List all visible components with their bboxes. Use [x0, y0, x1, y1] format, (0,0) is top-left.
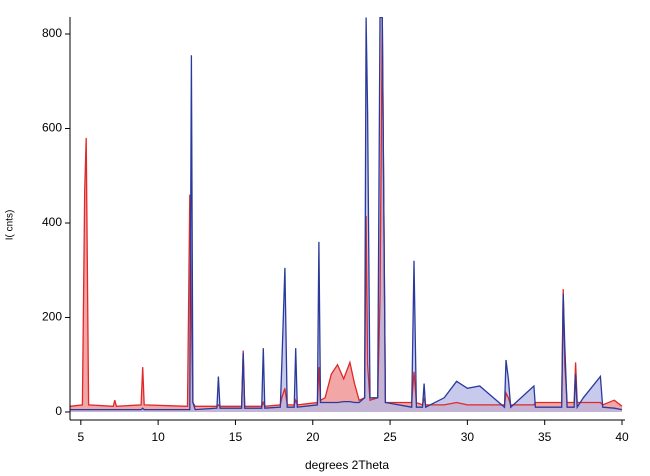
x-tick-label: 35: [538, 430, 552, 444]
x-tick-label: 10: [151, 430, 165, 444]
y-tick-label: 800: [42, 26, 62, 40]
x-tick-label: 15: [229, 430, 243, 444]
y-axis-label: I( cnts): [5, 210, 16, 241]
y-tick-label: 200: [42, 310, 62, 324]
y-tick-label: 400: [42, 215, 62, 229]
x-tick-label: 20: [306, 430, 320, 444]
y-tick-label: 0: [55, 404, 62, 418]
x-tick-label: 25: [383, 430, 397, 444]
x-tick-label: 5: [77, 430, 84, 444]
y-tick-label: 600: [42, 121, 62, 135]
x-tick-label: 40: [615, 430, 629, 444]
x-axis-label: degrees 2Theta: [305, 458, 389, 472]
series-area: [70, 17, 622, 412]
series-area: [70, 17, 622, 412]
plot-area: [70, 17, 623, 412]
series-line: [70, 17, 623, 407]
x-tick-label: 30: [461, 430, 475, 444]
series-line: [70, 17, 623, 411]
